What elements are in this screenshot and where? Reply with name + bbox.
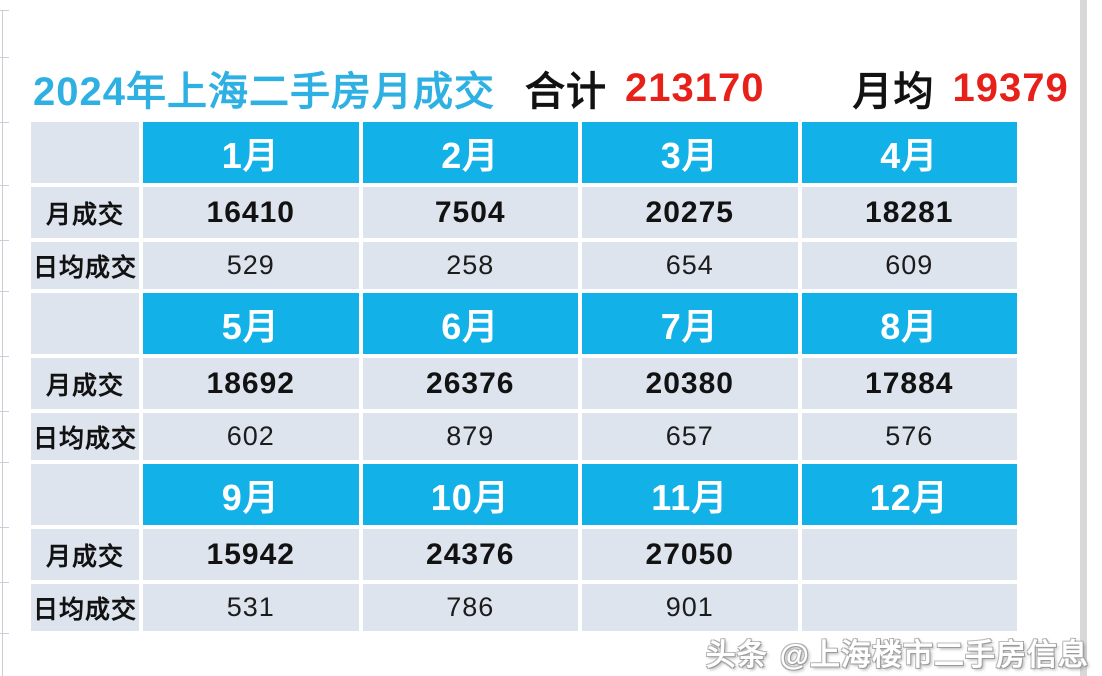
daily-value-oct: 786	[362, 584, 578, 631]
daily-value-may: 602	[143, 413, 359, 460]
watermark-handle: @上海楼市二手房信息	[779, 639, 1089, 672]
month-header-dec: 12月	[801, 464, 1017, 525]
month-header-jul: 7月	[582, 293, 798, 354]
row-label-monthly: 月成交	[31, 358, 139, 409]
edge-vertical-line	[2, 10, 3, 676]
monthly-value-aug: 17884	[801, 358, 1017, 409]
daily-value-feb: 258	[362, 242, 578, 289]
daily-value-mar: 654	[582, 242, 798, 289]
daily-value-aug: 576	[801, 413, 1017, 460]
monthly-value-mar: 20275	[582, 187, 798, 238]
edge-tick	[0, 582, 9, 583]
edge-tick	[0, 122, 9, 123]
edge-tick	[0, 291, 9, 292]
month-header-jun: 6月	[362, 293, 578, 354]
avg-label: 月均	[852, 70, 935, 114]
edge-tick	[0, 240, 9, 241]
row-label-daily: 日均成交	[31, 413, 139, 460]
daily-value-sep: 531	[143, 584, 359, 631]
month-header-nov: 11月	[582, 464, 798, 525]
total-label: 合计	[524, 70, 607, 114]
month-header-aug: 8月	[801, 293, 1017, 354]
edge-tick	[0, 462, 9, 463]
edge-tick	[0, 633, 9, 634]
monthly-value-jan: 16410	[143, 187, 359, 238]
monthly-value-sep: 15942	[143, 529, 359, 580]
corner-cell	[31, 122, 139, 183]
row-label-monthly: 月成交	[31, 529, 139, 580]
edge-tick	[0, 411, 9, 412]
total-value: 213170	[624, 65, 765, 110]
transactions-table: 1月 2月 3月 4月 月成交 16410 7504 20275 18281 日…	[31, 122, 1017, 631]
month-header-mar: 3月	[582, 122, 798, 183]
monthly-value-oct: 24376	[362, 529, 578, 580]
month-header-feb: 2月	[362, 122, 578, 183]
watermark: 头条 @上海楼市二手房信息	[706, 630, 1089, 674]
edge-tick	[0, 10, 9, 11]
daily-value-nov: 901	[582, 584, 798, 631]
spreadsheet-edge-artifact	[0, 0, 9, 676]
corner-cell	[31, 293, 139, 354]
edge-tick	[0, 57, 9, 58]
daily-value-jan: 529	[143, 242, 359, 289]
edge-tick	[0, 527, 9, 528]
row-label-daily: 日均成交	[31, 242, 139, 289]
monthly-value-apr: 18281	[801, 187, 1017, 238]
edge-tick	[0, 185, 9, 186]
daily-value-jun: 879	[362, 413, 578, 460]
row-label-daily: 日均成交	[31, 584, 139, 631]
avg-value: 19379	[952, 65, 1069, 110]
edge-tick	[0, 356, 9, 357]
watermark-source: 头条	[705, 639, 768, 672]
row-label-monthly: 月成交	[31, 187, 139, 238]
month-header-jan: 1月	[143, 122, 359, 183]
daily-value-apr: 609	[801, 242, 1017, 289]
page-edge-bar	[1080, 0, 1087, 676]
month-header-oct: 10月	[362, 464, 578, 525]
monthly-value-feb: 7504	[362, 187, 578, 238]
page-title: 2024年上海二手房月成交 合计 213170 月均 19379	[33, 62, 1068, 115]
monthly-value-jun: 26376	[362, 358, 578, 409]
monthly-value-nov: 27050	[582, 529, 798, 580]
daily-value-jul: 657	[582, 413, 798, 460]
monthly-value-jul: 20380	[582, 358, 798, 409]
title-text: 2024年上海二手房月成交	[33, 70, 495, 114]
month-header-may: 5月	[143, 293, 359, 354]
daily-value-dec	[801, 584, 1017, 631]
monthly-value-dec	[801, 529, 1017, 580]
monthly-value-may: 18692	[143, 358, 359, 409]
month-header-apr: 4月	[801, 122, 1017, 183]
month-header-sep: 9月	[143, 464, 359, 525]
corner-cell	[31, 464, 139, 525]
